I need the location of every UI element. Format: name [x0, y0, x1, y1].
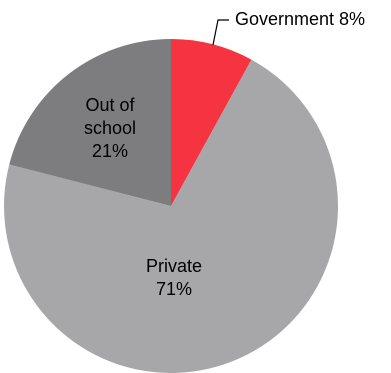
pie-slice-out-of-school	[9, 39, 171, 206]
pie-slice-government	[171, 39, 252, 206]
pie-slice-private	[4, 59, 338, 373]
slice-label-out-of-school: Out of school 21%	[84, 95, 136, 161]
slice-label-private: Private 71%	[146, 256, 202, 299]
callout-label-government: Government 8%	[235, 9, 365, 29]
callout-leader-line	[212, 19, 229, 46]
pie-labels: Private 71% Out of school 21%	[84, 95, 202, 299]
pie-slices	[4, 39, 338, 373]
